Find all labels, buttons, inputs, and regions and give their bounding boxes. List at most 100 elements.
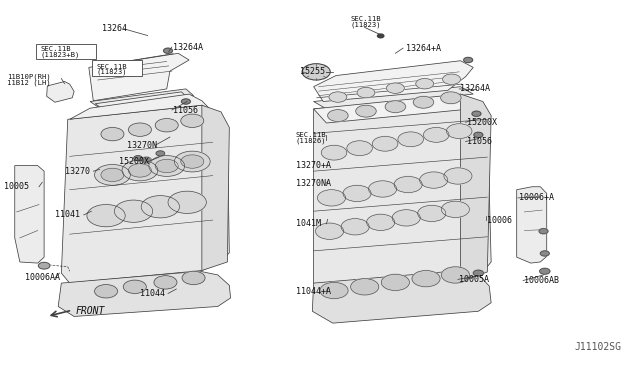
Circle shape [129, 164, 152, 177]
Circle shape [180, 114, 204, 128]
Polygon shape [516, 187, 547, 263]
Circle shape [367, 214, 395, 231]
Circle shape [387, 83, 404, 93]
Circle shape [329, 92, 347, 102]
Circle shape [122, 160, 158, 181]
Circle shape [181, 99, 190, 104]
Circle shape [321, 145, 347, 160]
Polygon shape [15, 166, 44, 263]
Circle shape [87, 205, 125, 227]
Circle shape [124, 280, 147, 294]
Text: 10006: 10006 [487, 216, 512, 225]
Circle shape [424, 128, 449, 142]
FancyBboxPatch shape [36, 44, 97, 59]
Circle shape [372, 137, 398, 151]
Text: 13270+A: 13270+A [296, 161, 331, 170]
Circle shape [341, 219, 369, 235]
Circle shape [317, 190, 346, 206]
Polygon shape [58, 271, 230, 317]
Circle shape [164, 48, 173, 53]
Circle shape [447, 124, 472, 138]
Circle shape [416, 78, 434, 89]
Text: 13270N: 13270N [127, 141, 157, 150]
Circle shape [392, 210, 420, 226]
Text: 15255: 15255 [300, 67, 324, 76]
Circle shape [357, 87, 375, 98]
Polygon shape [90, 89, 193, 108]
Circle shape [398, 132, 424, 147]
Circle shape [442, 267, 469, 283]
Polygon shape [61, 105, 229, 283]
Circle shape [540, 251, 549, 256]
Circle shape [444, 168, 472, 184]
Circle shape [385, 101, 406, 113]
Circle shape [101, 128, 124, 141]
Circle shape [369, 181, 397, 197]
Text: 10006AB: 10006AB [524, 276, 559, 285]
Circle shape [38, 262, 50, 269]
Text: (11823+B): (11823+B) [40, 51, 79, 58]
Circle shape [351, 279, 379, 295]
Text: SEC.11B: SEC.11B [40, 46, 71, 52]
Text: 15200X: 15200X [119, 157, 149, 166]
Polygon shape [312, 270, 491, 323]
Circle shape [356, 105, 376, 117]
Circle shape [412, 270, 440, 287]
Text: (11823): (11823) [97, 69, 127, 76]
Circle shape [182, 271, 205, 285]
Circle shape [472, 111, 481, 116]
Circle shape [328, 110, 348, 122]
Text: (11823): (11823) [351, 22, 381, 28]
Circle shape [180, 155, 204, 168]
Circle shape [134, 156, 142, 160]
Text: 13270NA: 13270NA [296, 179, 331, 187]
Text: SEC.11B: SEC.11B [296, 132, 326, 138]
Circle shape [420, 172, 448, 188]
Polygon shape [202, 105, 229, 270]
Circle shape [418, 205, 446, 222]
Polygon shape [95, 92, 188, 110]
Polygon shape [89, 53, 189, 101]
Text: 13264A: 13264A [461, 84, 490, 93]
Circle shape [343, 185, 371, 202]
Circle shape [347, 141, 372, 155]
Text: 1041M: 1041M [296, 219, 321, 228]
Text: 11056: 11056 [173, 106, 198, 115]
FancyBboxPatch shape [92, 60, 143, 76]
Polygon shape [70, 94, 212, 119]
Circle shape [174, 151, 210, 172]
Circle shape [474, 132, 483, 137]
Circle shape [443, 74, 461, 84]
Text: 13264A: 13264A [173, 42, 203, 51]
Text: 10005A: 10005A [460, 275, 489, 284]
Circle shape [141, 157, 152, 163]
Text: 10006AA: 10006AA [25, 273, 60, 282]
Text: 11041: 11041 [55, 211, 80, 219]
Circle shape [95, 164, 131, 185]
Circle shape [156, 119, 178, 132]
Text: 10005: 10005 [4, 182, 29, 191]
Text: FRONT: FRONT [76, 306, 106, 316]
Circle shape [442, 201, 469, 218]
Polygon shape [314, 61, 473, 102]
Circle shape [101, 168, 124, 182]
Circle shape [168, 191, 206, 214]
Circle shape [149, 155, 184, 176]
Circle shape [141, 196, 179, 218]
Text: 11056: 11056 [467, 137, 492, 146]
Text: 15200X: 15200X [467, 118, 497, 127]
Text: 13264+A: 13264+A [406, 44, 441, 52]
Circle shape [464, 57, 472, 62]
Polygon shape [47, 81, 74, 102]
Text: SEC.11B: SEC.11B [97, 64, 127, 70]
Text: 13264: 13264 [102, 24, 127, 33]
Text: SEC.11B: SEC.11B [351, 16, 381, 22]
Text: 10006+A: 10006+A [519, 193, 554, 202]
Circle shape [156, 159, 178, 173]
Text: 11B12 (LH): 11B12 (LH) [7, 80, 51, 86]
Polygon shape [461, 94, 491, 282]
Text: 11044+A: 11044+A [296, 287, 331, 296]
Text: 11044: 11044 [140, 289, 165, 298]
Circle shape [316, 223, 344, 239]
Circle shape [394, 176, 422, 193]
